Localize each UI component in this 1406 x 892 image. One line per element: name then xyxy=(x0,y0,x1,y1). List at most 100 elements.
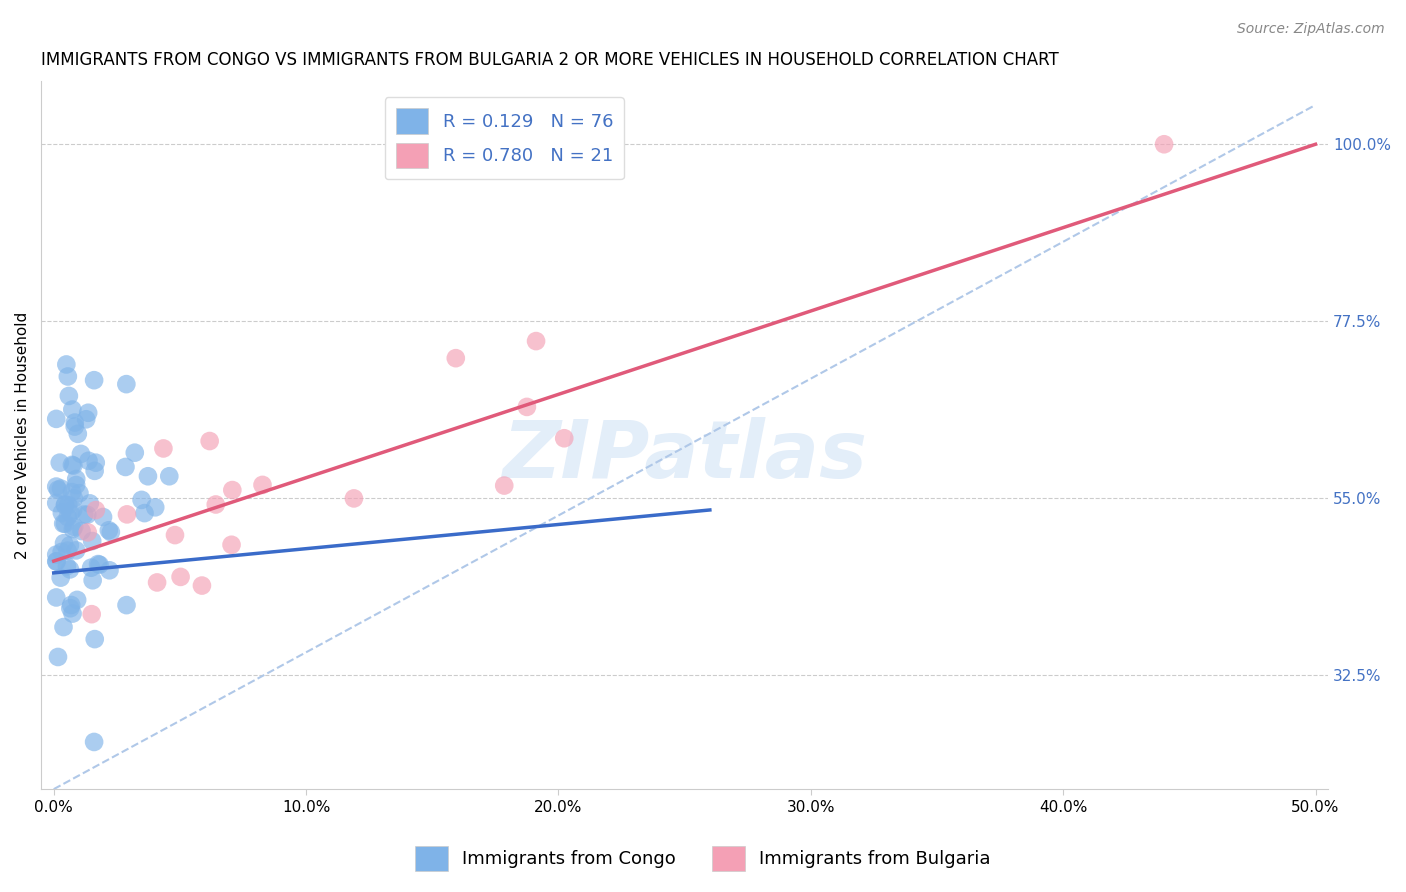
Legend: R = 0.129   N = 76, R = 0.780   N = 21: R = 0.129 N = 76, R = 0.780 N = 21 xyxy=(385,97,624,179)
Point xyxy=(60,402,83,417)
Point xyxy=(136,469,159,483)
Point xyxy=(115,598,138,612)
Point xyxy=(59,507,82,521)
Point xyxy=(62,503,84,517)
Point xyxy=(65,478,87,492)
Point xyxy=(56,369,79,384)
Point xyxy=(66,593,89,607)
Point xyxy=(56,559,79,574)
Point xyxy=(77,406,100,420)
Point xyxy=(63,491,86,506)
Point xyxy=(53,498,76,512)
Point xyxy=(82,534,104,549)
Point xyxy=(53,499,76,513)
Text: Source: ZipAtlas.com: Source: ZipAtlas.com xyxy=(1237,22,1385,37)
Point xyxy=(49,571,72,585)
Point xyxy=(198,434,221,448)
Point xyxy=(83,735,105,749)
Point xyxy=(98,563,121,577)
Point xyxy=(65,472,87,486)
Point xyxy=(45,554,67,568)
Point xyxy=(70,524,93,538)
Point xyxy=(58,389,80,403)
Point xyxy=(169,570,191,584)
Point xyxy=(152,442,174,456)
Point xyxy=(52,620,75,634)
Point xyxy=(87,557,110,571)
Point xyxy=(124,445,146,459)
Point xyxy=(114,460,136,475)
Text: ZIPatlas: ZIPatlas xyxy=(502,417,868,495)
Point xyxy=(45,412,67,426)
Point xyxy=(62,607,84,621)
Point xyxy=(63,416,86,430)
Point xyxy=(60,598,83,612)
Point xyxy=(58,498,80,512)
Point xyxy=(83,632,105,646)
Point xyxy=(516,400,538,414)
Point xyxy=(494,478,516,492)
Point xyxy=(84,503,107,517)
Point xyxy=(45,548,67,562)
Point xyxy=(157,469,180,483)
Point xyxy=(63,520,86,534)
Point xyxy=(45,479,67,493)
Point xyxy=(46,483,69,497)
Point xyxy=(53,536,76,550)
Point xyxy=(45,591,67,605)
Point xyxy=(131,492,153,507)
Point xyxy=(163,528,186,542)
Point xyxy=(80,560,103,574)
Y-axis label: 2 or more Vehicles in Household: 2 or more Vehicles in Household xyxy=(15,311,30,559)
Point xyxy=(84,456,107,470)
Point xyxy=(146,575,169,590)
Point xyxy=(97,523,120,537)
Point xyxy=(524,334,547,348)
Point xyxy=(60,458,83,472)
Point xyxy=(115,508,138,522)
Point xyxy=(46,650,69,665)
Point xyxy=(91,510,114,524)
Point xyxy=(553,431,575,445)
Point xyxy=(63,419,86,434)
Point xyxy=(56,510,79,524)
Point xyxy=(83,464,105,478)
Point xyxy=(204,498,226,512)
Point xyxy=(89,558,111,572)
Point xyxy=(45,555,67,569)
Point xyxy=(53,516,76,531)
Point xyxy=(52,516,75,531)
Point xyxy=(69,486,91,500)
Point xyxy=(444,351,467,366)
Point xyxy=(62,458,84,473)
Point xyxy=(66,426,89,441)
Point xyxy=(60,485,83,500)
Point xyxy=(80,607,103,622)
Point xyxy=(51,545,73,559)
Text: IMMIGRANTS FROM CONGO VS IMMIGRANTS FROM BULGARIA 2 OR MORE VEHICLES IN HOUSEHOL: IMMIGRANTS FROM CONGO VS IMMIGRANTS FROM… xyxy=(41,51,1059,69)
Point xyxy=(76,508,98,522)
Point xyxy=(343,491,366,506)
Point xyxy=(75,412,97,426)
Point xyxy=(252,478,274,492)
Point xyxy=(221,483,243,497)
Point xyxy=(134,506,156,520)
Point xyxy=(59,562,82,576)
Point xyxy=(77,454,100,468)
Legend: Immigrants from Congo, Immigrants from Bulgaria: Immigrants from Congo, Immigrants from B… xyxy=(408,838,998,879)
Point xyxy=(59,538,82,552)
Point xyxy=(100,525,122,540)
Point xyxy=(62,522,84,536)
Point xyxy=(115,377,138,392)
Point xyxy=(49,482,72,496)
Point xyxy=(49,456,72,470)
Point xyxy=(70,447,93,461)
Point xyxy=(51,506,73,520)
Point xyxy=(143,500,166,515)
Point xyxy=(76,525,98,540)
Point xyxy=(191,578,214,592)
Point xyxy=(73,508,96,522)
Point xyxy=(221,538,243,552)
Point xyxy=(59,601,82,615)
Point xyxy=(56,543,79,558)
